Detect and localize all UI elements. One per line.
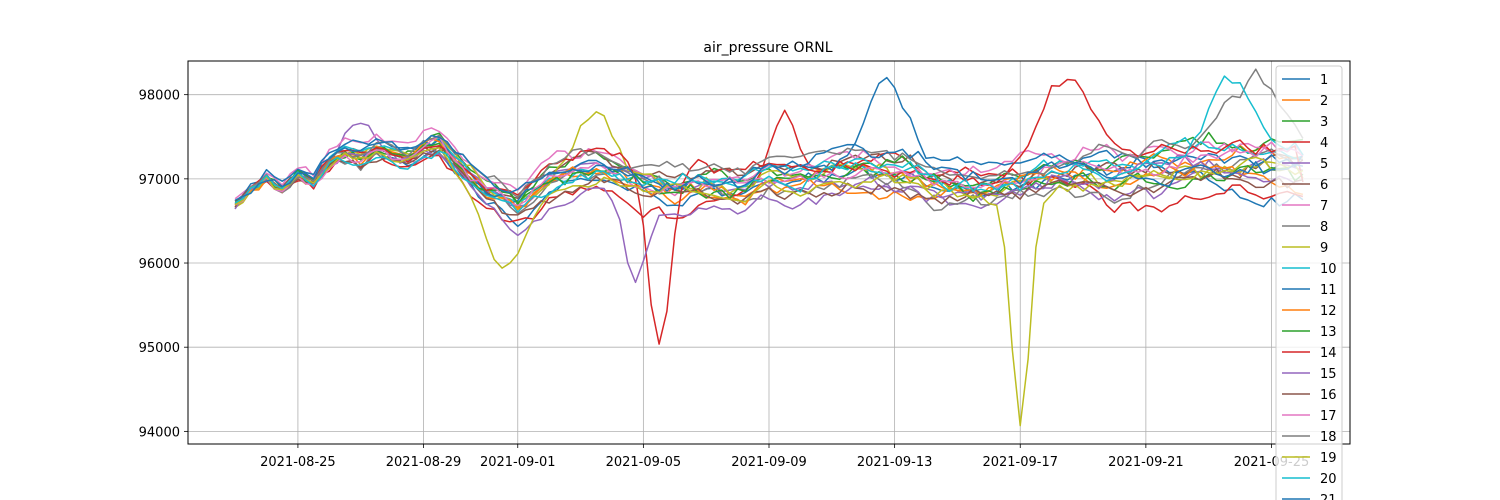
series-line-20 (234, 75, 1304, 213)
legend-box (1275, 65, 1343, 500)
y-tick-label: 98000 (139, 89, 180, 104)
legend-label: 8 (1320, 220, 1328, 235)
x-tick-label: 2021-08-25 (260, 455, 336, 470)
series-line-7 (234, 127, 1304, 200)
x-tick-label: 2021-09-17 (982, 455, 1058, 470)
legend-label: 11 (1320, 283, 1337, 298)
x-axis: 2021-08-25 2021-08-29 2021-09-01 2021-09-05… (260, 444, 1309, 470)
legend-label: 20 (1320, 472, 1337, 487)
legend-label: 4 (1320, 136, 1328, 151)
legend-label: 18 (1320, 430, 1337, 445)
legend-label: 21 (1320, 493, 1337, 500)
series-lines (234, 68, 1304, 427)
legend-label: 5 (1320, 157, 1328, 172)
legend-label: 10 (1320, 262, 1337, 277)
grid (188, 61, 1350, 444)
legend-label: 1 (1320, 73, 1328, 88)
legend-label: 2 (1320, 94, 1328, 109)
x-tick-label: 2021-09-09 (731, 455, 807, 470)
y-tick-label: 96000 (139, 257, 180, 272)
plot-area: 2021-08-25 2021-08-29 2021-09-01 2021-09-05… (139, 60, 1351, 470)
series-line-18 (234, 68, 1304, 205)
y-tick-label: 97000 (139, 173, 180, 188)
series-line-21 (234, 134, 1304, 201)
legend-label: 7 (1320, 199, 1328, 214)
legend-label: 6 (1320, 178, 1328, 193)
legend-label: 3 (1320, 115, 1328, 130)
legend-label: 15 (1320, 367, 1337, 382)
x-tick-label: 2021-09-13 (857, 455, 933, 470)
y-tick-label: 95000 (139, 341, 180, 356)
legend-label: 9 (1320, 241, 1328, 256)
y-tick-label: 94000 (139, 425, 180, 440)
x-tick-label: 2021-09-21 (1108, 455, 1184, 470)
series-line-16 (234, 149, 1304, 216)
chart-title: air_pressure ORNL (703, 40, 832, 56)
legend-label: 13 (1320, 325, 1337, 340)
legend-label: 16 (1320, 388, 1337, 403)
y-axis: 94000 95000 96000 97000 98000 (139, 89, 188, 440)
x-tick-label: 2021-09-05 (606, 455, 682, 470)
legend: 123456789101112131415161718192021 (1275, 65, 1343, 500)
x-tick-label: 2021-09-01 (480, 455, 556, 470)
legend-label: 19 (1320, 451, 1337, 466)
legend-label: 12 (1320, 304, 1337, 319)
legend-label: 14 (1320, 346, 1337, 361)
x-tick-label: 2021-08-29 (386, 455, 462, 470)
legend-label: 17 (1320, 409, 1337, 424)
series-line-19 (234, 147, 1304, 427)
